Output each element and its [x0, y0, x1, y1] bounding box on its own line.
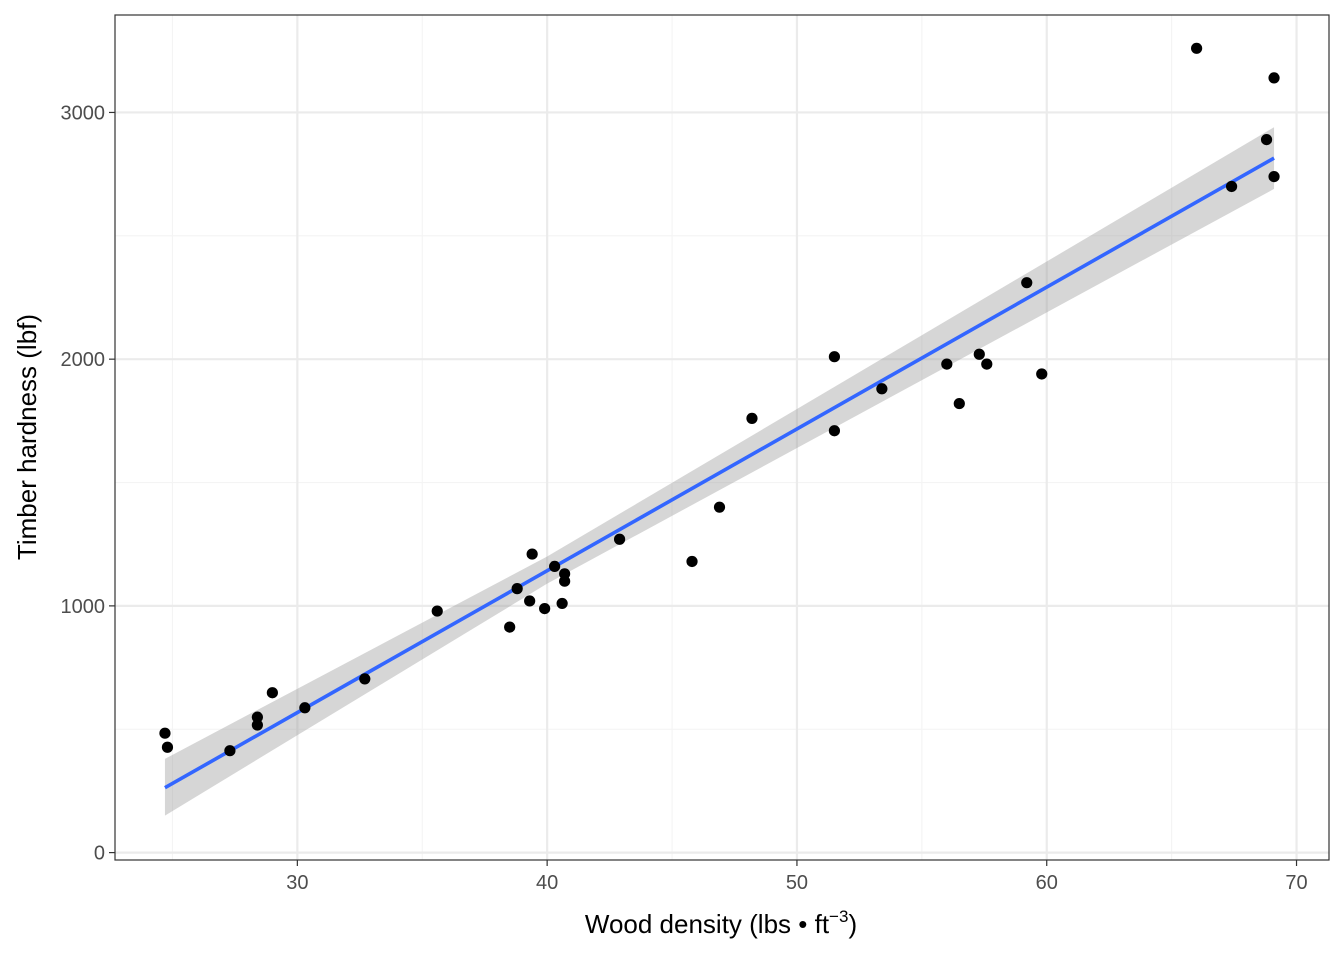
regression-line-layer — [164, 156, 1275, 790]
x-axis-title-main: Wood density (lbs • ft — [585, 909, 830, 939]
minor-gridlines — [115, 15, 1329, 860]
x-tick-label: 70 — [1285, 872, 1307, 894]
data-point — [504, 621, 516, 633]
data-point — [613, 533, 626, 545]
data-point — [941, 358, 953, 370]
data-point — [746, 412, 758, 424]
data-point — [686, 555, 698, 568]
data-point — [359, 673, 371, 685]
x-axis-ticks: 30 40 50 60 70 — [286, 860, 1308, 894]
x-tick-label: 60 — [1036, 872, 1058, 894]
data-point — [973, 348, 985, 360]
data-point — [299, 702, 311, 714]
data-points-layer — [159, 42, 1280, 757]
x-axis-title-close: ) — [848, 909, 857, 939]
major-gridlines — [115, 15, 1329, 860]
y-tick-label: 1000 — [61, 596, 106, 618]
data-point — [431, 605, 443, 617]
data-point — [539, 602, 551, 615]
data-point — [876, 383, 888, 395]
data-point — [251, 711, 263, 723]
data-point — [556, 597, 568, 610]
data-point — [1268, 72, 1280, 84]
data-point — [159, 727, 171, 739]
data-point — [1036, 368, 1048, 380]
data-point — [1191, 42, 1203, 54]
data-point — [559, 568, 571, 580]
regression-line — [164, 156, 1275, 790]
x-tick-label: 30 — [286, 872, 308, 894]
x-tick-label: 50 — [786, 872, 808, 894]
data-point — [526, 548, 538, 560]
data-point — [161, 741, 174, 753]
data-point — [224, 745, 236, 757]
data-point — [524, 595, 536, 607]
data-point — [1225, 180, 1238, 193]
x-tick-label: 40 — [536, 872, 558, 894]
x-axis-title: Wood density (lbs • ft−3) — [585, 907, 857, 939]
y-tick-label: 0 — [94, 843, 105, 865]
y-axis-ticks: 0 1000 2000 3000 — [61, 102, 115, 865]
data-point — [953, 397, 965, 410]
y-axis-title: Timber hardness (lbf) — [12, 314, 42, 560]
data-point — [981, 358, 993, 370]
data-point — [511, 583, 523, 595]
data-point — [713, 501, 726, 513]
data-point — [1021, 277, 1033, 289]
data-point — [266, 687, 278, 699]
y-tick-label: 2000 — [61, 349, 106, 371]
data-point — [828, 351, 841, 363]
panel-border — [114, 14, 1330, 861]
data-point — [549, 560, 561, 573]
data-point — [251, 719, 263, 731]
data-point — [1260, 133, 1273, 146]
data-point — [828, 425, 841, 437]
y-tick-label: 3000 — [61, 102, 106, 124]
x-axis-title-superscript: −3 — [829, 907, 848, 926]
data-point — [1268, 170, 1280, 183]
